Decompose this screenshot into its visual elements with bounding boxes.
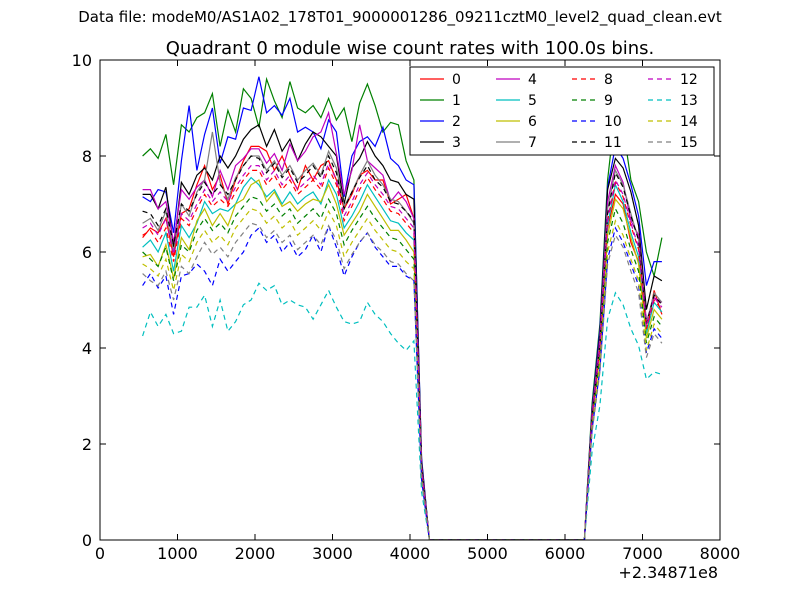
- series-line-5: [142, 176, 663, 540]
- y-tick-label: 2: [82, 435, 92, 454]
- legend-label-7: 7: [528, 135, 537, 151]
- y-tick-label: 10: [72, 51, 92, 70]
- legend-label-11: 11: [604, 135, 622, 151]
- series-line-10: [142, 223, 663, 540]
- x-tick-label: 1000: [157, 544, 198, 563]
- chart-title: Quadrant 0 module wise count rates with …: [166, 38, 655, 59]
- series-line-12: [142, 161, 663, 540]
- x-tick-label: 4000: [390, 544, 431, 563]
- legend-label-12: 12: [680, 72, 698, 88]
- series-line-6: [142, 179, 663, 540]
- series-line-0: [142, 145, 663, 540]
- series-line-3: [142, 123, 663, 540]
- y-tick-label: 8: [82, 147, 92, 166]
- series-line-8: [142, 166, 663, 540]
- x-tick-label: 3000: [312, 544, 353, 563]
- x-tick-label: 0: [95, 544, 105, 563]
- y-tick-label: 4: [82, 339, 92, 358]
- legend-label-14: 14: [680, 114, 698, 130]
- legend-label-0: 0: [452, 72, 461, 88]
- legend-label-4: 4: [528, 72, 537, 88]
- legend-label-5: 5: [528, 93, 537, 109]
- x-tick-label: 5000: [467, 544, 508, 563]
- figure-suptitle: Data file: modeM0/AS1A02_178T01_90000012…: [78, 8, 722, 26]
- series-line-11: [142, 154, 663, 540]
- legend-label-10: 10: [604, 114, 622, 130]
- series-line-14: [142, 208, 663, 540]
- legend-label-13: 13: [680, 93, 698, 109]
- legend-box: [409, 66, 715, 156]
- legend-label-8: 8: [604, 72, 613, 88]
- x-axis-offset-label: +2.34871e8: [618, 563, 718, 582]
- legend-label-3: 3: [452, 135, 461, 151]
- series-line-15: [142, 222, 663, 540]
- x-tick-label: 2000: [235, 544, 276, 563]
- y-tick-label: 6: [82, 243, 92, 262]
- x-tick-label: 6000: [545, 544, 586, 563]
- legend-label-2: 2: [452, 114, 461, 130]
- series-line-13: [142, 282, 663, 540]
- legend-label-6: 6: [528, 114, 537, 130]
- x-tick-label: 7000: [622, 544, 663, 563]
- legend-label-9: 9: [604, 93, 613, 109]
- y-tick-label: 0: [82, 531, 92, 550]
- legend-label-15: 15: [680, 135, 698, 151]
- legend-label-1: 1: [452, 93, 461, 109]
- x-tick-label: 8000: [700, 544, 741, 563]
